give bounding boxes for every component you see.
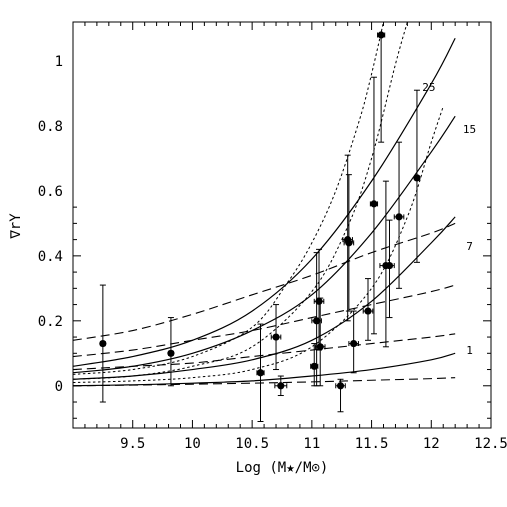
- point-marker: [395, 213, 403, 221]
- y-axis-label: ∇rΥ: [8, 213, 24, 240]
- x-tick-label: 9.5: [120, 436, 145, 452]
- data-point-15: [369, 76, 379, 335]
- point-marker: [345, 239, 353, 247]
- point-marker: [364, 307, 372, 315]
- data-point-16: [377, 31, 386, 143]
- data-point-14: [362, 278, 374, 341]
- point-marker: [315, 297, 323, 305]
- data-point-10: [335, 378, 346, 413]
- data-point-18: [384, 219, 395, 319]
- model-curve-dotted-11: [73, 106, 444, 384]
- y-tick-label: 0.4: [38, 249, 63, 265]
- data-point-13: [348, 310, 359, 374]
- model-curve-dotted-9: [73, 22, 384, 375]
- data-point-8: [313, 248, 325, 351]
- point-marker: [377, 31, 385, 39]
- data-point-2: [167, 317, 175, 387]
- model-curve-dashed-8: [73, 377, 456, 387]
- y-tick-label: 0.6: [38, 184, 63, 200]
- model-curve-solid-2: [73, 115, 456, 374]
- data-point-9: [314, 297, 326, 387]
- curve-label-1: 1: [466, 344, 473, 357]
- data-point-3: [256, 323, 265, 423]
- point-marker: [310, 362, 318, 370]
- point-marker: [256, 369, 265, 377]
- point-marker: [99, 339, 107, 348]
- x-tick-label: 10.5: [235, 436, 269, 452]
- y-axis: 0 0.2 0.4 0.6 0.8 1: [38, 54, 491, 419]
- model-curve-solid-1: [73, 37, 456, 367]
- x-tick-label: 12: [423, 436, 440, 452]
- point-marker: [313, 317, 321, 325]
- curve-label-25: 25: [422, 81, 435, 94]
- y-tick-label: 0.2: [38, 314, 63, 330]
- data-point-19: [393, 141, 405, 289]
- model-curve-dashed-5: [73, 222, 456, 341]
- point-marker: [385, 262, 394, 270]
- model-curve-solid-3: [73, 216, 456, 380]
- y-tick-label: 0: [55, 379, 63, 395]
- x-tick-label: 11: [303, 436, 320, 452]
- data-point-4: [270, 304, 282, 371]
- data-point-5: [274, 375, 288, 397]
- point-marker: [277, 382, 285, 390]
- x-axis: 9.5 10 10.5 11 11.5 12 12.5: [72, 22, 507, 452]
- point-marker: [272, 333, 280, 341]
- y-tick-label: 0.8: [38, 119, 63, 135]
- curve-label-15: 15: [463, 123, 476, 136]
- curve-label-7: 7: [466, 240, 473, 253]
- data-point-1: [99, 284, 107, 403]
- point-marker: [370, 200, 378, 208]
- plot-frame: [72, 21, 492, 429]
- point-marker: [350, 339, 358, 348]
- point-marker: [316, 343, 324, 351]
- data-point-20: [413, 89, 421, 263]
- model-curve-dashed-7: [73, 333, 456, 371]
- data-point-12: [343, 174, 355, 312]
- x-tick-label: 11.5: [355, 436, 389, 452]
- curve-labels: 25 15 7 1: [422, 81, 476, 357]
- data-point-11: [342, 154, 353, 322]
- x-tick-label: 10: [184, 436, 201, 452]
- model-curves: [73, 22, 456, 387]
- x-axis-label: Log (M★/M⊙): [236, 460, 329, 476]
- point-marker: [336, 382, 345, 390]
- point-marker: [167, 349, 175, 357]
- model-curve-dotted-10: [73, 22, 408, 380]
- point-marker: [413, 174, 421, 182]
- model-curve-dashed-6: [73, 284, 456, 358]
- x-tick-label: 12.5: [474, 436, 507, 452]
- data-points: [99, 31, 421, 423]
- y-tick-label: 1: [55, 54, 63, 70]
